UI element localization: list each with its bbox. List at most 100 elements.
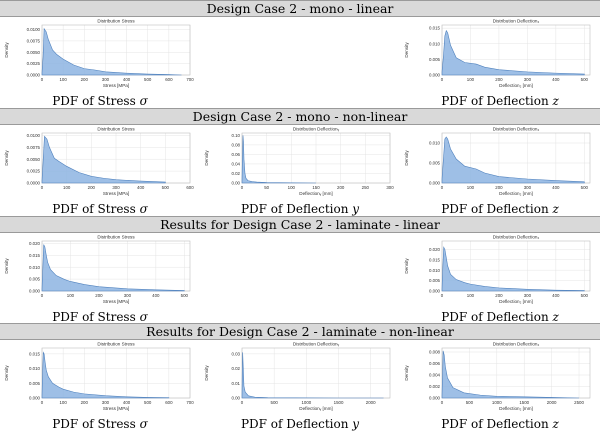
y-tick-label: 0.004 bbox=[429, 373, 441, 378]
section-header: Design Case 2 - mono - non-linear bbox=[0, 108, 600, 125]
x-tick-label: 300 bbox=[386, 185, 394, 190]
density-area bbox=[241, 352, 384, 399]
x-tick-label: 400 bbox=[123, 400, 131, 405]
x-tick-label: 200 bbox=[495, 77, 503, 82]
chart-stress: Distribution Stress 0.000 0.005 0.010 0.015 0… bbox=[4, 342, 194, 412]
caption: PDF of Stress σ bbox=[0, 417, 200, 431]
x-tick-label: 400 bbox=[552, 77, 560, 82]
y-tick-label: 0.02 bbox=[231, 366, 240, 371]
x-tick-label: 200 bbox=[337, 185, 345, 190]
x-axis-label: Deflectionᵧ [mm] bbox=[299, 406, 332, 411]
x-tick-label: 600 bbox=[186, 185, 194, 190]
chart-title: Distribution Stress bbox=[97, 127, 135, 132]
x-tick-label: 400 bbox=[123, 77, 131, 82]
y-tick-label: 0.020 bbox=[29, 241, 41, 246]
x-tick-label: 500 bbox=[581, 77, 589, 82]
x-tick-label: 1000 bbox=[492, 400, 502, 405]
chart-deflection-z: Distribution Deflection₂ 0.000 0.005 0.010 0… bbox=[404, 127, 591, 196]
y-axis-label: Density bbox=[404, 150, 409, 166]
y-tick-label: 0.000 bbox=[29, 289, 41, 294]
y-tick-label: 0.010 bbox=[429, 268, 441, 273]
x-tick-label: 200 bbox=[81, 400, 89, 405]
caption-text: PDF of Deflection bbox=[441, 417, 553, 431]
y-tick-label: 0.00 bbox=[231, 181, 240, 186]
y-tick-label: 0.000 bbox=[429, 181, 441, 186]
caption-variable: z bbox=[552, 202, 559, 216]
y-tick-label: 0.0100 bbox=[27, 133, 41, 138]
x-tick-label: 100 bbox=[467, 185, 475, 190]
caption-text: PDF of Stress bbox=[52, 94, 140, 108]
y-tick-label: 0.006 bbox=[429, 361, 441, 366]
x-tick-label: 1000 bbox=[301, 400, 311, 405]
caption-text: PDF of Deflection bbox=[240, 202, 353, 216]
y-tick-label: 0.00 bbox=[231, 396, 240, 401]
x-tick-label: 500 bbox=[144, 77, 152, 82]
x-axis-label: Deflection₂ [mm] bbox=[499, 406, 533, 411]
x-tick-label: 1500 bbox=[334, 400, 344, 405]
x-tick-label: 200 bbox=[88, 185, 96, 190]
x-tick-label: 250 bbox=[362, 185, 370, 190]
y-tick-label: 0.0025 bbox=[27, 169, 41, 174]
y-tick-label: 0.02 bbox=[231, 171, 240, 176]
y-tick-label: 0.010 bbox=[429, 141, 441, 146]
y-tick-label: 0.0075 bbox=[27, 145, 41, 150]
y-tick-label: 0.010 bbox=[429, 41, 441, 46]
x-tick-label: 200 bbox=[95, 293, 103, 298]
x-tick-label: 200 bbox=[495, 293, 503, 298]
x-tick-label: 100 bbox=[63, 185, 71, 190]
caption: PDF of Stress σ bbox=[0, 94, 200, 108]
caption: PDF of Deflection z bbox=[400, 94, 600, 108]
x-tick-label: 500 bbox=[181, 293, 189, 298]
x-tick-label: 500 bbox=[581, 185, 589, 190]
x-axis-label: Stress [MPa] bbox=[103, 191, 129, 196]
y-tick-label: 0.0050 bbox=[27, 157, 41, 162]
x-tick-label: 0 bbox=[441, 293, 444, 298]
y-tick-label: 0.0000 bbox=[27, 181, 41, 186]
section-header: Results for Design Case 2 - laminate - n… bbox=[0, 323, 600, 340]
chart-stress: Distribution Stress 0.0000 0.0025 0.0050 0.0… bbox=[4, 19, 194, 89]
caption-variable: z bbox=[552, 417, 559, 431]
x-tick-label: 400 bbox=[552, 293, 560, 298]
y-tick-label: 0.0100 bbox=[27, 27, 41, 32]
caption-variable: σ bbox=[139, 94, 148, 108]
y-tick-label: 0.015 bbox=[429, 26, 441, 31]
caption: PDF of Stress σ bbox=[0, 310, 200, 324]
density-area bbox=[41, 351, 170, 399]
y-tick-label: 0.005 bbox=[429, 57, 441, 62]
density-area bbox=[41, 27, 182, 76]
y-axis-label: Density bbox=[4, 365, 9, 381]
y-tick-label: 0.005 bbox=[29, 381, 41, 386]
x-axis-label: Deflection₂ [mm] bbox=[499, 191, 533, 196]
caption-text: PDF of Deflection bbox=[441, 310, 553, 324]
x-tick-label: 100 bbox=[59, 400, 67, 405]
density-area bbox=[241, 135, 317, 184]
y-tick-label: 0.008 bbox=[429, 350, 441, 355]
y-tick-label: 0.0000 bbox=[27, 73, 41, 78]
caption-variable: σ bbox=[139, 417, 148, 431]
caption-text: PDF of Deflection bbox=[441, 202, 553, 216]
y-tick-label: 0.06 bbox=[231, 152, 240, 157]
y-tick-label: 0.005 bbox=[29, 277, 41, 282]
chart-title: Distribution Stress bbox=[97, 235, 135, 240]
x-tick-label: 100 bbox=[467, 293, 475, 298]
y-tick-label: 0.04 bbox=[231, 162, 240, 167]
x-tick-label: 0 bbox=[41, 400, 44, 405]
y-axis-label: Density bbox=[204, 365, 209, 381]
chart-title: Distribution Deflection₂ bbox=[493, 342, 540, 347]
chart-title: Distribution Stress bbox=[97, 342, 135, 347]
y-tick-label: 0.01 bbox=[231, 381, 240, 386]
y-tick-label: 0.005 bbox=[429, 161, 441, 166]
x-tick-label: 300 bbox=[102, 77, 110, 82]
caption: PDF of Deflection y bbox=[200, 417, 400, 431]
x-tick-label: 300 bbox=[102, 400, 110, 405]
caption: PDF of Deflection z bbox=[400, 202, 600, 216]
caption: PDF of Deflection y bbox=[200, 202, 400, 216]
x-tick-label: 2000 bbox=[547, 400, 557, 405]
x-tick-label: 300 bbox=[524, 293, 532, 298]
x-axis-label: Deflection₂ [mm] bbox=[499, 299, 533, 304]
density-area bbox=[441, 136, 585, 184]
x-tick-label: 2000 bbox=[366, 400, 376, 405]
density-area bbox=[441, 246, 585, 292]
x-tick-label: 700 bbox=[186, 400, 194, 405]
caption-text: PDF of Stress bbox=[52, 417, 140, 431]
